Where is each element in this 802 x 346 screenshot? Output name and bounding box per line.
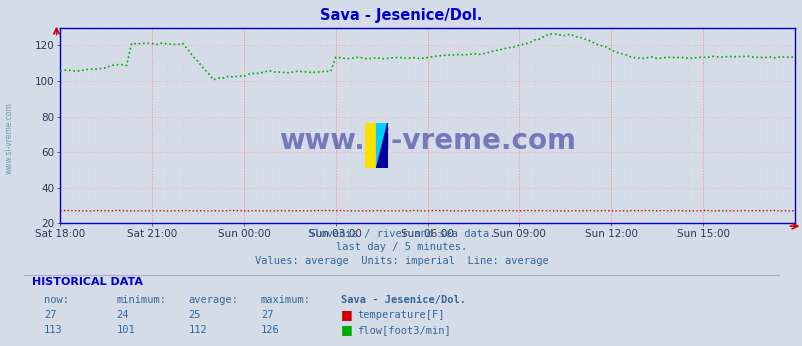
Text: ■: ■	[341, 323, 353, 336]
Text: minimum:: minimum:	[116, 295, 166, 305]
Text: 25: 25	[188, 310, 201, 320]
Text: flow[foot3/min]: flow[foot3/min]	[357, 325, 451, 335]
Text: www.si-vreme.com: www.si-vreme.com	[279, 127, 575, 155]
Bar	[365, 123, 376, 168]
Text: HISTORICAL DATA: HISTORICAL DATA	[32, 277, 143, 288]
Text: 112: 112	[188, 325, 207, 335]
Text: Sava - Jesenice/Dol.: Sava - Jesenice/Dol.	[320, 8, 482, 23]
Text: now:: now:	[44, 295, 69, 305]
Text: 126: 126	[261, 325, 279, 335]
Text: Slovenia / river and sea data.: Slovenia / river and sea data.	[307, 229, 495, 238]
Text: average:: average:	[188, 295, 238, 305]
Text: maximum:: maximum:	[261, 295, 310, 305]
Polygon shape	[376, 123, 387, 168]
Text: 101: 101	[116, 325, 135, 335]
Text: temperature[F]: temperature[F]	[357, 310, 444, 320]
Text: last day / 5 minutes.: last day / 5 minutes.	[335, 243, 467, 252]
Text: 27: 27	[44, 310, 57, 320]
Text: Values: average  Units: imperial  Line: average: Values: average Units: imperial Line: av…	[254, 256, 548, 266]
Text: 27: 27	[261, 310, 273, 320]
Text: ■: ■	[341, 308, 353, 321]
Polygon shape	[376, 123, 387, 168]
Text: 113: 113	[44, 325, 63, 335]
Text: www.si-vreme.com: www.si-vreme.com	[5, 102, 14, 174]
Text: 24: 24	[116, 310, 129, 320]
Text: Sava - Jesenice/Dol.: Sava - Jesenice/Dol.	[341, 295, 466, 305]
